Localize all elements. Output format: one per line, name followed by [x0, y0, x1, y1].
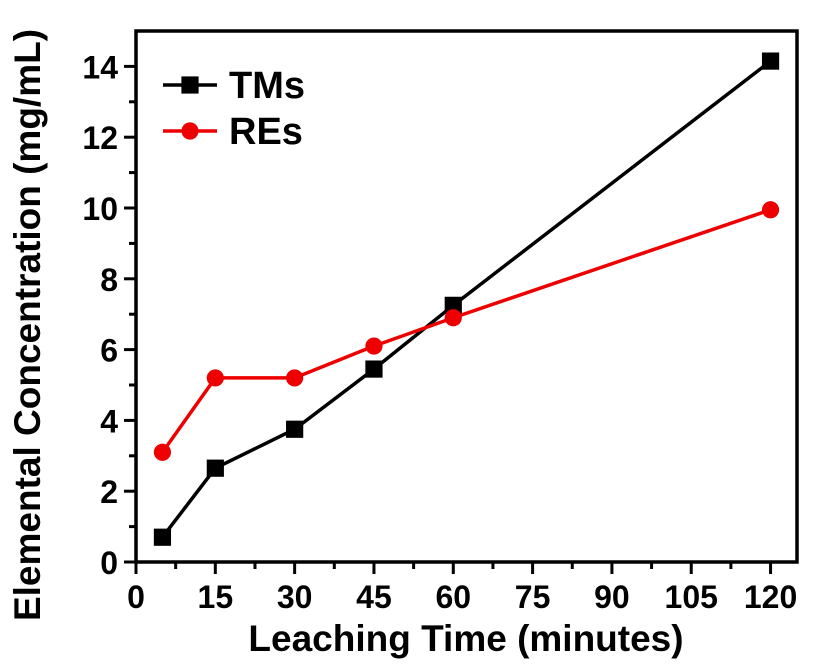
legend-label-REs: REs	[229, 111, 303, 153]
data-point-TMs	[761, 52, 780, 70]
x-tick-label: 30	[277, 579, 313, 615]
y-axis-title: Elemental Concentration (mg/mL)	[7, 29, 48, 621]
y-tick-label: 4	[100, 403, 118, 439]
y-tick-label: 0	[100, 545, 118, 581]
y-tick-label: 14	[82, 49, 118, 85]
x-tick-label: 0	[127, 579, 145, 615]
data-point-REs	[206, 369, 224, 387]
data-point-TMs	[444, 296, 462, 314]
x-tick-label: 45	[356, 579, 392, 615]
legend-marker-REs	[181, 122, 199, 140]
y-tick-label: 2	[100, 474, 118, 510]
x-tick-label: 120	[744, 579, 797, 615]
legend-marker-TMs	[181, 76, 199, 94]
y-tick-label: 8	[100, 262, 118, 298]
data-point-TMs	[286, 420, 304, 438]
legend-label-TMs: TMs	[229, 65, 305, 107]
data-point-TMs	[206, 459, 224, 477]
data-point-TMs	[365, 360, 383, 378]
x-tick-label: 90	[594, 579, 630, 615]
x-axis-title: Leaching Time (minutes)	[248, 618, 683, 659]
x-tick-label: 105	[665, 579, 718, 615]
data-point-REs	[365, 337, 383, 355]
data-point-TMs	[153, 528, 172, 546]
plot-border	[134, 29, 799, 564]
x-tick-label: 15	[198, 579, 234, 615]
series-line-REs	[161, 208, 772, 454]
data-point-REs	[761, 201, 780, 219]
data-point-REs	[444, 309, 462, 327]
x-tick-label: 60	[435, 579, 471, 615]
data-point-REs	[286, 369, 304, 387]
y-tick-label: 10	[82, 191, 118, 227]
data-point-REs	[153, 443, 172, 461]
y-tick-label: 6	[100, 333, 118, 369]
series-line-TMs	[161, 59, 772, 539]
x-tick-label: 75	[515, 579, 551, 615]
y-tick-label: 12	[82, 120, 118, 156]
